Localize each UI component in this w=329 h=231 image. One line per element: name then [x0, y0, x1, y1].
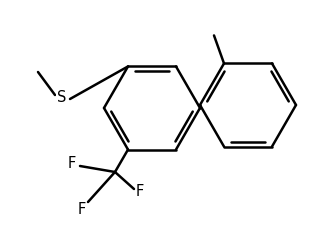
- Text: S: S: [57, 89, 67, 104]
- Text: F: F: [136, 185, 144, 200]
- Text: F: F: [78, 203, 86, 218]
- Text: F: F: [68, 155, 76, 170]
